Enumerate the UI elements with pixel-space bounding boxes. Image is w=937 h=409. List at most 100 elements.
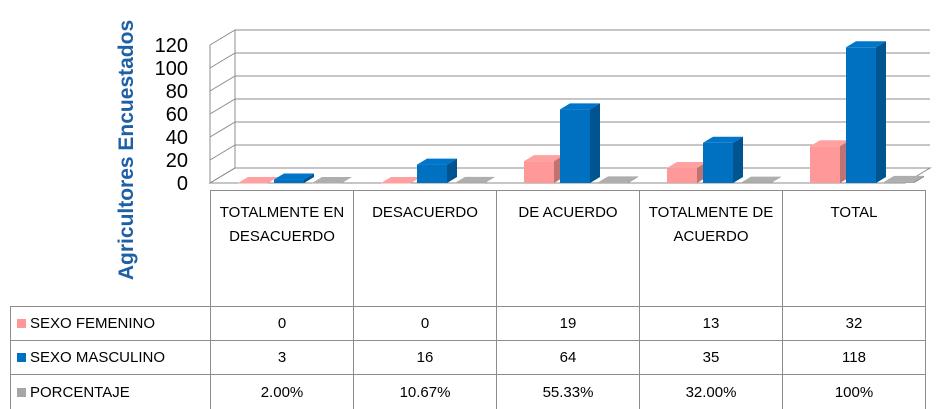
bar-front bbox=[810, 146, 840, 183]
bar-front bbox=[846, 47, 876, 183]
legend-cell: SEXO MASCULINO bbox=[10, 340, 211, 375]
y-tick-label: 0 bbox=[177, 173, 188, 195]
bar-side bbox=[733, 136, 743, 183]
legend-key bbox=[17, 353, 26, 362]
bar-side bbox=[876, 41, 886, 183]
bar-top bbox=[238, 177, 278, 183]
grid-line bbox=[209, 144, 930, 161]
cell-text: 0 bbox=[277, 315, 287, 332]
value-cell: 35 bbox=[639, 340, 783, 375]
cell-text: 0 bbox=[420, 315, 430, 332]
bar-top bbox=[810, 140, 850, 147]
category-cell: TOTAL bbox=[782, 190, 926, 307]
bar bbox=[667, 162, 707, 183]
cell-text: TOTALMENTE EN DESACUERDO bbox=[219, 204, 345, 245]
bar-side bbox=[447, 158, 457, 183]
bar-front bbox=[524, 161, 554, 183]
category-cell: DE ACUERDO bbox=[496, 190, 640, 307]
y-tick-label: 80 bbox=[166, 81, 188, 103]
cell-text: 118 bbox=[842, 349, 866, 366]
legend-cell: PORCENTAJE bbox=[10, 374, 211, 409]
grid-line bbox=[209, 29, 930, 46]
grid-line bbox=[209, 52, 930, 69]
y-tick-label: 100 bbox=[155, 58, 188, 80]
bar bbox=[741, 176, 781, 184]
legend-cell: SEXO FEMENINO bbox=[10, 306, 211, 341]
bar-front bbox=[560, 109, 590, 183]
cell-text: 3 bbox=[277, 349, 287, 366]
cell-text: 64 bbox=[559, 349, 577, 366]
bar-top bbox=[741, 176, 781, 183]
cell-text: DE ACUERDO bbox=[518, 204, 618, 221]
bar bbox=[312, 176, 352, 184]
value-cell: 0 bbox=[353, 306, 497, 341]
bar-top bbox=[846, 41, 886, 48]
category-cell: TOTALMENTE EN DESACUERDO bbox=[210, 190, 354, 307]
bar-front bbox=[741, 182, 771, 184]
bar bbox=[455, 176, 495, 184]
grid-line bbox=[209, 121, 930, 138]
bar-front bbox=[884, 181, 914, 183]
bar-top bbox=[667, 162, 707, 169]
cell-text: 32.00% bbox=[685, 383, 737, 401]
bar-top bbox=[598, 176, 638, 183]
bar-side bbox=[342, 176, 352, 183]
bar-front bbox=[455, 182, 485, 184]
bar bbox=[810, 140, 850, 183]
bar bbox=[598, 176, 638, 183]
value-cell: 64 bbox=[496, 340, 640, 375]
y-tick-label: 60 bbox=[166, 104, 188, 126]
bar-front bbox=[238, 183, 268, 184]
cell-text: 13 bbox=[702, 315, 720, 332]
bar-side bbox=[771, 176, 781, 183]
cell-text: 2.00% bbox=[260, 383, 304, 401]
legend-label: SEXO FEMENINO bbox=[30, 315, 156, 332]
bar-top bbox=[381, 177, 421, 183]
y-tick-label: 40 bbox=[166, 127, 188, 149]
bar-top bbox=[417, 158, 457, 165]
bar bbox=[381, 177, 421, 184]
y-axis-label: Agricultores Encuestados bbox=[115, 20, 138, 280]
bar-top bbox=[560, 103, 600, 110]
cell-text: DESACUERDO bbox=[372, 204, 478, 221]
value-cell: 55.33% bbox=[496, 374, 640, 409]
legend-label: PORCENTAJE bbox=[30, 383, 130, 401]
bar-front bbox=[598, 182, 628, 183]
legend-key bbox=[17, 319, 26, 328]
value-cell: 2.00% bbox=[210, 374, 354, 409]
value-cell: 13 bbox=[639, 306, 783, 341]
bar-side bbox=[485, 176, 495, 183]
bar bbox=[417, 158, 457, 183]
cell-text: TOTAL bbox=[830, 204, 878, 221]
bar-front bbox=[667, 168, 697, 183]
bar-side bbox=[914, 175, 924, 183]
bar-front bbox=[417, 164, 447, 183]
bar-front bbox=[381, 183, 411, 184]
value-cell: 19 bbox=[496, 306, 640, 341]
value-cell: 3 bbox=[210, 340, 354, 375]
bar-top bbox=[274, 173, 314, 180]
bar-front bbox=[703, 142, 733, 183]
bar bbox=[884, 175, 924, 183]
value-cell: 10.67% bbox=[353, 374, 497, 409]
cell-text: 32 bbox=[845, 315, 863, 332]
value-cell: 118 bbox=[782, 340, 926, 375]
legend-key bbox=[17, 387, 26, 397]
y-tick-label: 120 bbox=[155, 35, 188, 57]
cell-text: 16 bbox=[416, 349, 434, 366]
cell-text: 55.33% bbox=[542, 383, 594, 401]
value-cell: 32 bbox=[782, 306, 926, 341]
cell-text: 100% bbox=[834, 383, 874, 401]
bar-top bbox=[703, 136, 743, 143]
cell-text: TOTALMENTE DE ACUERDO bbox=[648, 204, 774, 245]
bar-top bbox=[455, 176, 495, 183]
bar-top bbox=[524, 155, 564, 162]
bar-top bbox=[884, 175, 924, 182]
bar bbox=[560, 103, 600, 183]
category-cell: DESACUERDO bbox=[353, 190, 497, 307]
value-cell: 16 bbox=[353, 340, 497, 375]
cell-text: 19 bbox=[559, 315, 577, 332]
bar bbox=[238, 177, 278, 184]
